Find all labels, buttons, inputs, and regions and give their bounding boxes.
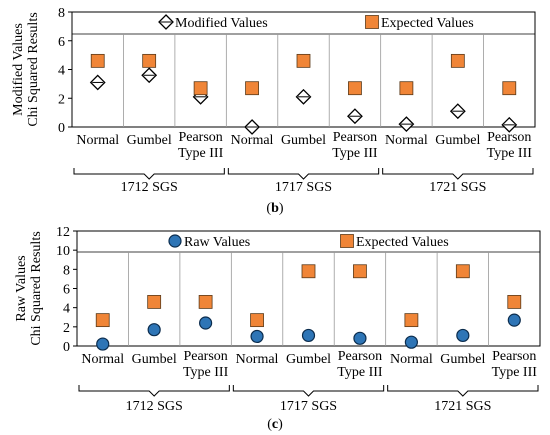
data-point-circle bbox=[250, 329, 264, 344]
data-point-square bbox=[198, 295, 213, 309]
data-point-square bbox=[245, 81, 259, 96]
category-label: Pearson bbox=[178, 130, 222, 145]
data-point-square bbox=[404, 313, 419, 328]
data-point-circle bbox=[96, 337, 110, 351]
category-label: Pearson bbox=[338, 349, 382, 364]
y-tick-label: 0 bbox=[58, 121, 65, 136]
y-axis-label: Raw Values bbox=[14, 255, 29, 321]
panel-label: (b) bbox=[266, 201, 283, 216]
category-label: Normal bbox=[390, 352, 433, 367]
y-axis-label: Chi Squared Results bbox=[29, 231, 44, 345]
data-point-circle bbox=[353, 331, 367, 345]
group-brace bbox=[232, 385, 385, 397]
category-label: Type III bbox=[332, 146, 378, 161]
plot-area bbox=[76, 230, 541, 347]
category-label: Normal bbox=[385, 133, 428, 148]
legend-label: Expected Values bbox=[381, 16, 474, 31]
data-point-circle bbox=[301, 328, 316, 343]
category-label: Type III bbox=[487, 146, 533, 161]
legend-label: Modified Values bbox=[175, 16, 268, 31]
category-label: Normal bbox=[81, 352, 124, 367]
data-point-square bbox=[142, 53, 157, 68]
legend-marker-square bbox=[365, 15, 379, 29]
data-point-square bbox=[450, 53, 465, 68]
legend-label: Expected Values bbox=[356, 235, 449, 250]
y-tick-label: 10 bbox=[56, 244, 70, 259]
data-point-square bbox=[90, 53, 105, 68]
data-point-square bbox=[507, 295, 522, 309]
panel-label-letter: c bbox=[272, 417, 278, 432]
data-point-circle bbox=[507, 313, 521, 327]
data-point-circle bbox=[404, 335, 418, 349]
category-label: Pearson bbox=[487, 130, 531, 145]
y-axis-label: Modified Values bbox=[11, 23, 26, 116]
panel-label-paren: ( bbox=[267, 417, 272, 432]
data-point-circle bbox=[147, 323, 161, 337]
category-label: Normal bbox=[236, 352, 279, 367]
data-point-square bbox=[348, 81, 362, 96]
panel-label-paren: ( bbox=[266, 201, 271, 216]
y-tick-label: 6 bbox=[58, 35, 65, 50]
group-label: 1712 SGS bbox=[126, 399, 183, 414]
data-point-circle bbox=[456, 328, 470, 343]
y-tick-label: 2 bbox=[58, 92, 65, 107]
category-label: Normal bbox=[231, 133, 274, 148]
y-tick-label: 6 bbox=[63, 283, 70, 298]
category-label: Pearson bbox=[492, 349, 536, 364]
data-point-square bbox=[353, 264, 367, 279]
data-point-square bbox=[296, 53, 311, 68]
data-point-square bbox=[301, 264, 316, 279]
category-label: Type III bbox=[492, 365, 538, 380]
data-point-square bbox=[250, 313, 264, 328]
legend-marker-square bbox=[340, 234, 354, 248]
data-point-square bbox=[399, 81, 414, 96]
category-label: Gumbel bbox=[286, 352, 331, 367]
category-label: Type III bbox=[183, 365, 229, 380]
group-brace bbox=[387, 385, 539, 397]
data-point-square bbox=[95, 313, 110, 328]
data-point-square bbox=[147, 295, 162, 309]
group-brace bbox=[73, 168, 225, 180]
group-brace bbox=[78, 385, 230, 397]
y-tick-label: 2 bbox=[63, 321, 70, 336]
category-label: Type III bbox=[178, 146, 224, 161]
group-label: 1717 SGS bbox=[280, 399, 337, 414]
data-point-circle bbox=[199, 316, 213, 330]
group-label: 1721 SGS bbox=[434, 399, 491, 414]
data-point-square bbox=[455, 264, 470, 279]
y-tick-label: 4 bbox=[58, 64, 65, 79]
category-label: Pearson bbox=[333, 130, 377, 145]
group-label: 1717 SGS bbox=[275, 180, 332, 195]
y-tick-label: 8 bbox=[58, 6, 65, 21]
panel-label-paren: ) bbox=[279, 201, 284, 216]
panel-label: (c) bbox=[267, 417, 283, 432]
category-label: Pearson bbox=[183, 349, 227, 364]
category-label: Gumbel bbox=[435, 133, 480, 148]
group-label: 1721 SGS bbox=[429, 180, 486, 195]
y-axis-label: Chi Squared Results bbox=[26, 12, 41, 126]
y-tick-label: 0 bbox=[63, 340, 70, 355]
group-label: 1712 SGS bbox=[121, 180, 178, 195]
data-point-square bbox=[502, 81, 517, 96]
category-label: Gumbel bbox=[281, 133, 326, 148]
category-label: Gumbel bbox=[440, 352, 485, 367]
panel-label-paren: ) bbox=[278, 417, 283, 432]
category-label: Gumbel bbox=[127, 133, 172, 148]
category-label: Gumbel bbox=[132, 352, 177, 367]
legend-label: Raw Values bbox=[184, 235, 250, 250]
group-brace bbox=[382, 168, 534, 180]
y-tick-label: 4 bbox=[63, 302, 70, 317]
category-label: Type III bbox=[337, 365, 383, 380]
data-point-square bbox=[193, 81, 208, 96]
legend-marker-circle bbox=[168, 234, 182, 248]
y-tick-label: 8 bbox=[63, 263, 70, 278]
panel-label-letter: b bbox=[271, 201, 279, 216]
group-brace bbox=[227, 168, 380, 180]
y-tick-label: 12 bbox=[56, 225, 70, 240]
category-label: Normal bbox=[76, 133, 119, 148]
